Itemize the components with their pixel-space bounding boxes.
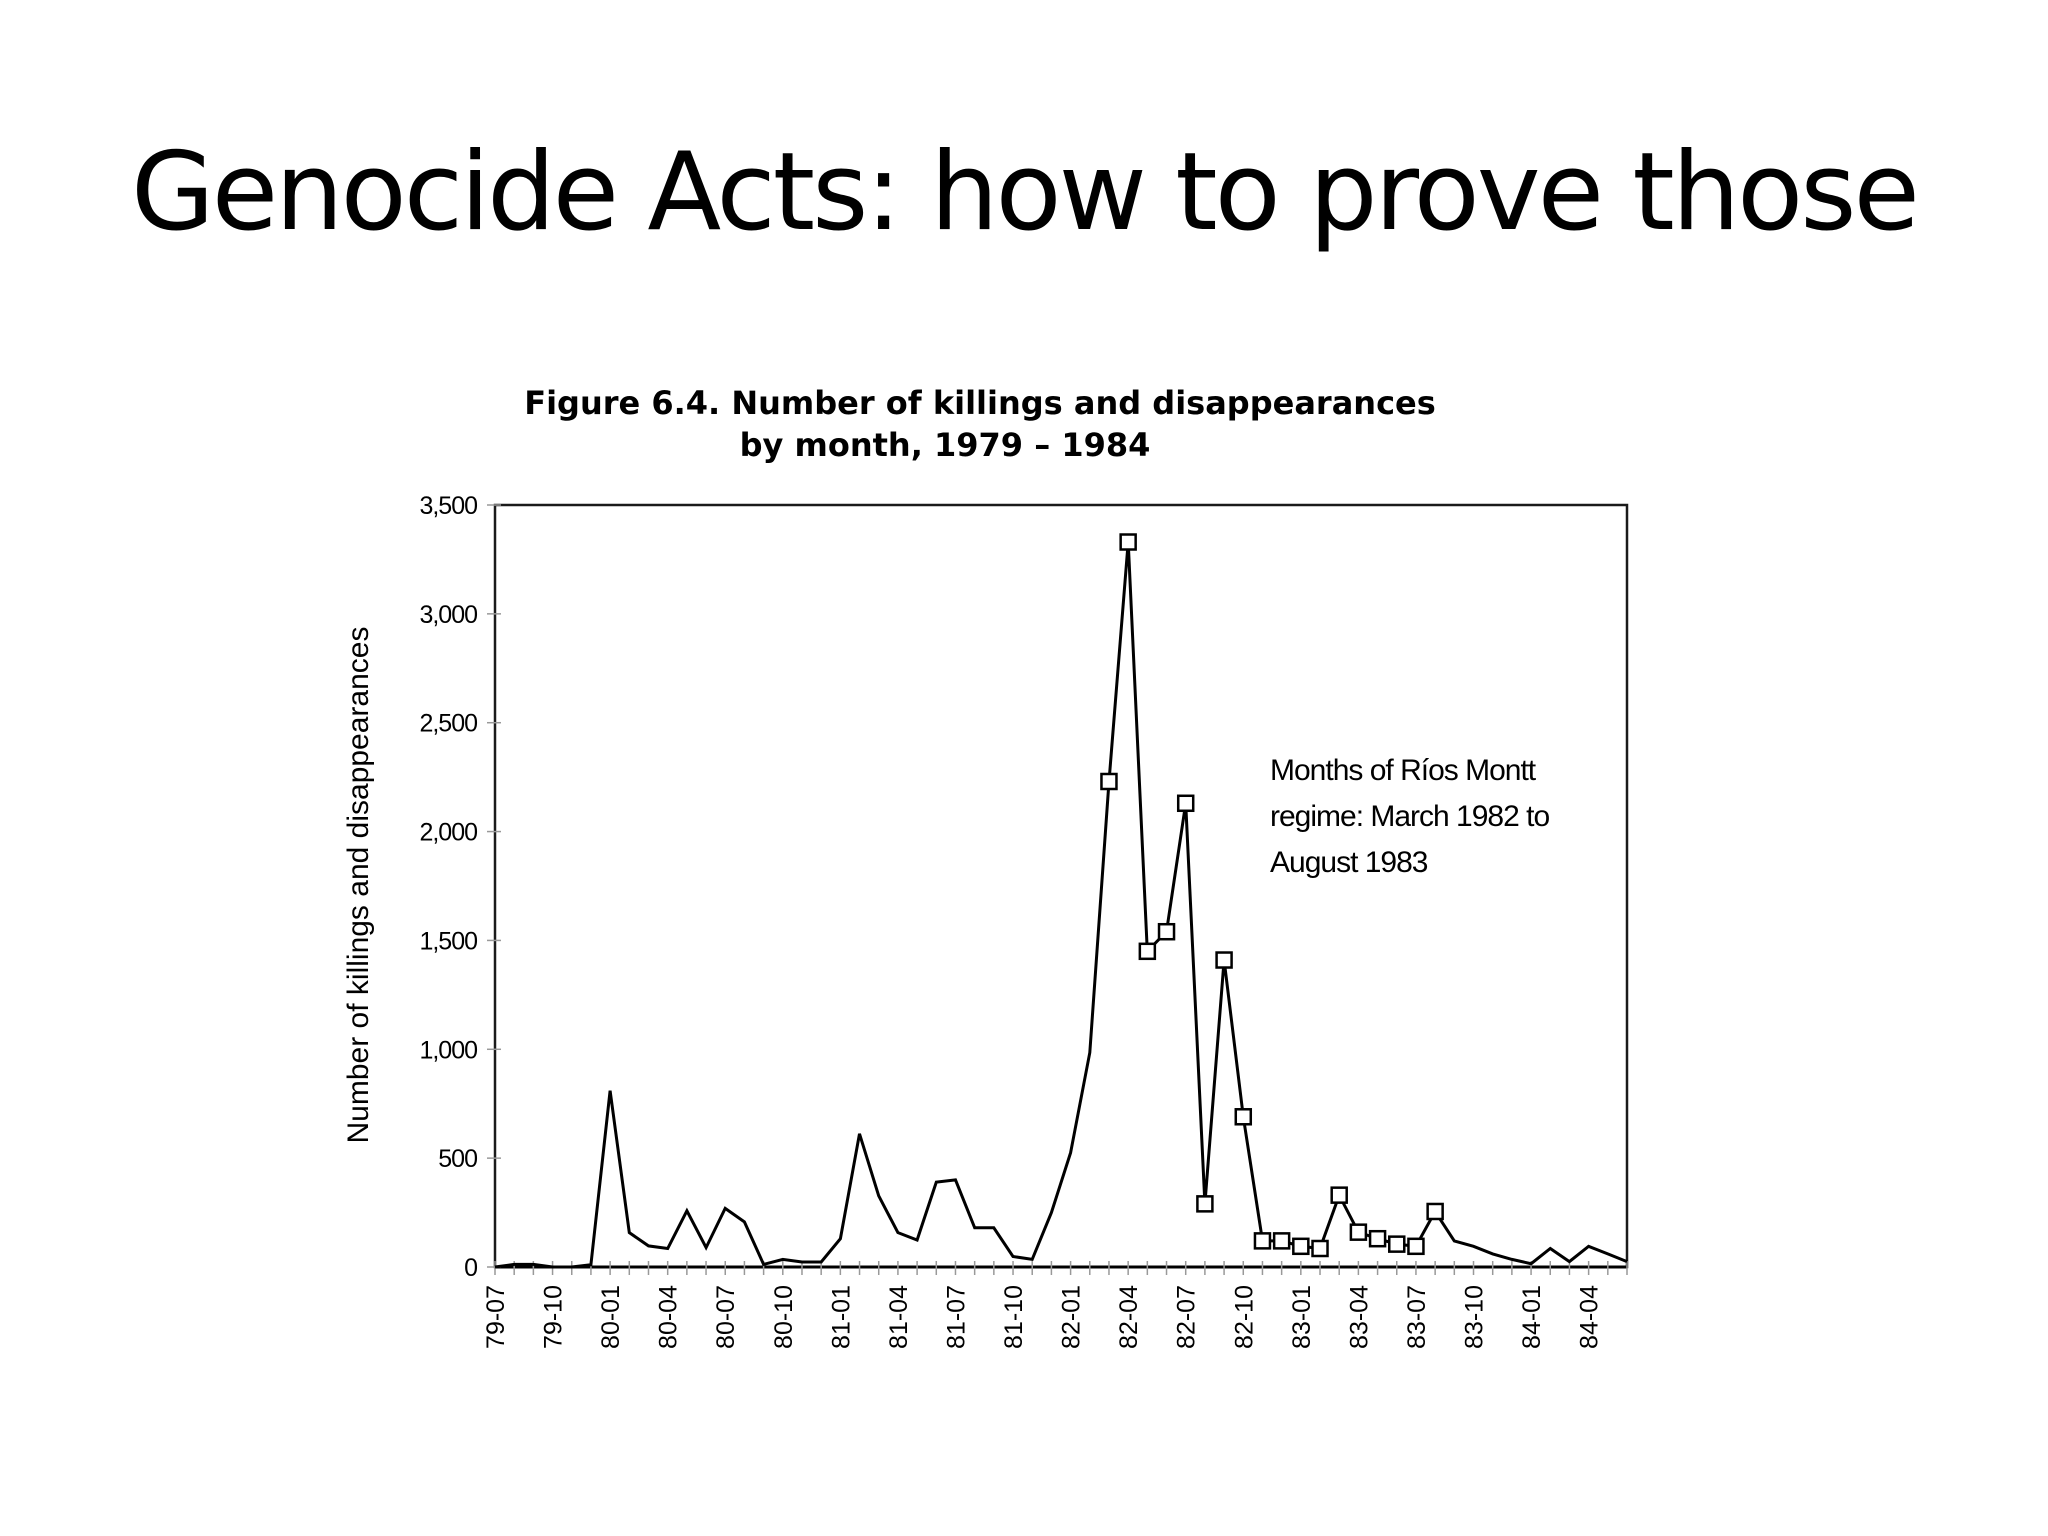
x-tick-label: 80-10: [770, 1285, 798, 1349]
regime-annotation: Months of Ríos Montt regime: March 1982 t…: [1270, 754, 1550, 879]
square-marker: [1368, 1229, 1387, 1248]
y-tick-label: 2,000: [419, 819, 477, 847]
y-tick-label: 3,000: [419, 601, 477, 629]
square-marker: [1196, 1195, 1214, 1213]
annotation-line: Months of Ríos Montt: [1270, 754, 1537, 787]
square-marker: [1407, 1237, 1425, 1256]
figure-title-line1: Figure 6.4. Number of killings and disap…: [524, 384, 1436, 422]
x-tick-label: 79-07: [482, 1285, 510, 1349]
x-tick-label: 79-10: [540, 1285, 568, 1349]
square-marker: [1119, 533, 1137, 551]
y-tick-label: 3,500: [419, 492, 477, 520]
square-marker: [1292, 1237, 1310, 1256]
x-tick-label: 83-07: [1403, 1285, 1431, 1349]
x-tick-label: 84-04: [1576, 1285, 1604, 1349]
plot-frame: [493, 503, 1629, 1269]
square-marker: [1157, 922, 1176, 941]
data-series: [494, 533, 1628, 1269]
square-marker: [1176, 794, 1195, 813]
x-tick-label: 81-01: [827, 1285, 855, 1349]
plot-border: [493, 503, 1629, 1269]
x-tick-label: 80-01: [597, 1285, 625, 1349]
x-tick-label: 82-10: [1230, 1285, 1258, 1349]
y-tick-label: 2,500: [419, 710, 477, 738]
annotation-line: regime: March 1982 to: [1270, 800, 1549, 833]
square-marker: [1100, 772, 1118, 791]
x-tick-label: 83-10: [1461, 1285, 1489, 1349]
y-axis-title: Number of killings and disappearances: [342, 627, 375, 1144]
x-tick-label: 81-04: [885, 1285, 913, 1349]
x-axis: 79-07 79-10 80-01 80-04 80-07 80-10 81-01 81-04…: [482, 1261, 1628, 1349]
y-tick-label: 500: [438, 1145, 477, 1173]
square-marker: [1253, 1232, 1272, 1250]
square-marker: [1215, 951, 1233, 969]
x-tick-label: 84-01: [1518, 1285, 1546, 1349]
series-line: [494, 541, 1628, 1269]
square-marker: [1272, 1232, 1291, 1250]
square-marker: [1138, 942, 1157, 961]
x-tick-label: 80-04: [655, 1285, 683, 1349]
square-marker: [1311, 1239, 1329, 1258]
x-tick-label: 80-07: [712, 1285, 740, 1349]
x-tick-label: 82-01: [1058, 1285, 1086, 1349]
x-tick-label: 81-07: [942, 1285, 970, 1349]
square-marker: [1234, 1108, 1253, 1126]
x-tick-label: 82-04: [1115, 1285, 1143, 1349]
square-marker: [1330, 1186, 1348, 1204]
x-tick-label: 83-01: [1288, 1285, 1316, 1349]
x-tick-label: 83-04: [1345, 1285, 1373, 1349]
slide-title: Genocide Acts: how to prove those: [131, 130, 1920, 255]
y-axis: 0 500 1,000 1,500 2,000 2,500 3,000 3,500: [419, 492, 501, 1282]
figure-title: Figure 6.4. Number of killings and disap…: [460, 382, 1500, 466]
y-tick-label: 1,500: [419, 927, 477, 955]
x-tick-label: 82-07: [1173, 1285, 1201, 1349]
square-marker: [1388, 1235, 1406, 1253]
y-tick-label: 1,000: [419, 1036, 477, 1064]
square-marker: [1349, 1223, 1368, 1241]
y-tick-label: 0: [464, 1254, 477, 1282]
annotation-line: August 1983: [1270, 846, 1428, 879]
figure-title-line2: by month, 1979 – 1984: [739, 426, 1151, 464]
square-marker: [1426, 1202, 1444, 1221]
x-tick-label: 81-10: [1000, 1285, 1028, 1349]
